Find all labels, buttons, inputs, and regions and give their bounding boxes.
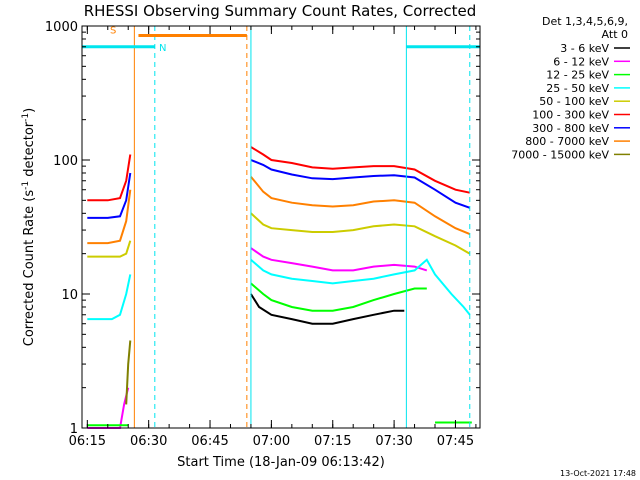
legend-label-800-7000-kev: 800 - 7000 keV xyxy=(525,135,609,148)
series-line-12-25-kev-seg1 xyxy=(250,282,427,312)
plot-frame xyxy=(81,25,481,429)
legend-label-25-50-kev: 25 - 50 keV xyxy=(546,82,609,95)
series-line-800-7000-kev-seg1 xyxy=(250,176,471,236)
x-tick-label-06:45: 06:45 xyxy=(191,434,228,449)
legend-label-12-25-kev: 12 - 25 keV xyxy=(546,69,609,82)
legend-label-100-300-kev: 100 - 300 keV xyxy=(532,109,609,122)
x-tick-label-07:00: 07:00 xyxy=(253,434,290,449)
chart-title: RHESSI Observing Summary Count Rates, Co… xyxy=(84,2,477,20)
series-line-300-800-kev-seg1 xyxy=(250,159,471,209)
series-line-300-800-kev-seg0 xyxy=(87,172,132,219)
series-layer xyxy=(87,146,472,429)
series-line-25-50-kev-seg0 xyxy=(87,274,132,321)
x-tick-label-06:30: 06:30 xyxy=(130,434,167,449)
legend-label-7000-15000-kev: 7000 - 15000 keV xyxy=(511,148,609,161)
y-axis-label: Corrected Count Rate (s-1 detector-1) xyxy=(21,108,37,346)
flag-label-night: N xyxy=(159,43,166,54)
y-tick-label-100: 100 xyxy=(53,154,78,169)
y-tick-label-10: 10 xyxy=(61,288,78,303)
x-tick-label-07:45: 07:45 xyxy=(437,434,474,449)
x-axis: 06:15 06:30 06:45 07:00 07:15 07:30 07:45 xyxy=(69,26,477,449)
legend-label-300-800-kev: 300 - 800 keV xyxy=(532,122,609,135)
series-line-7000-15000-kev-seg0 xyxy=(125,340,132,405)
flag-label-saa: S xyxy=(110,25,116,36)
x-tick-label-07:30: 07:30 xyxy=(375,434,412,449)
legend-label-3-6-kev: 3 - 6 keV xyxy=(560,42,609,55)
y-axis: 1 10 100 1000 xyxy=(45,20,480,437)
series-line-3-6-kev-seg0 xyxy=(250,293,405,325)
x-tick-label-06:15: 06:15 xyxy=(69,434,106,449)
series-line-25-50-kev-seg1 xyxy=(250,258,471,316)
series-line-800-7000-kev-seg0 xyxy=(87,189,132,245)
series-line-100-300-kev-seg1 xyxy=(250,146,471,194)
legend-label-50-100-kev: 50 - 100 keV xyxy=(539,95,609,108)
legend-header-line-0: Det 1,3,4,5,6,9, xyxy=(542,15,628,28)
footer-date: 13-Oct-2021 17:48 xyxy=(560,469,636,478)
legend-header-line-1: Att 0 xyxy=(602,28,628,41)
series-line-6-12-kev-seg1 xyxy=(250,247,428,272)
series-line-50-100-kev-seg1 xyxy=(250,212,471,255)
x-axis-label: Start Time (18-Jan-09 06:13:42) xyxy=(177,455,385,470)
series-line-100-300-kev-seg0 xyxy=(87,154,132,202)
x-tick-label-07:15: 07:15 xyxy=(314,434,351,449)
y-tick-label-1: 1 xyxy=(70,422,78,437)
y-tick-label-1000: 1000 xyxy=(45,20,78,35)
series-line-50-100-kev-seg0 xyxy=(87,240,132,258)
legend-label-6-12-kev: 6 - 12 keV xyxy=(553,55,609,68)
flag-layer: SN xyxy=(82,25,480,428)
